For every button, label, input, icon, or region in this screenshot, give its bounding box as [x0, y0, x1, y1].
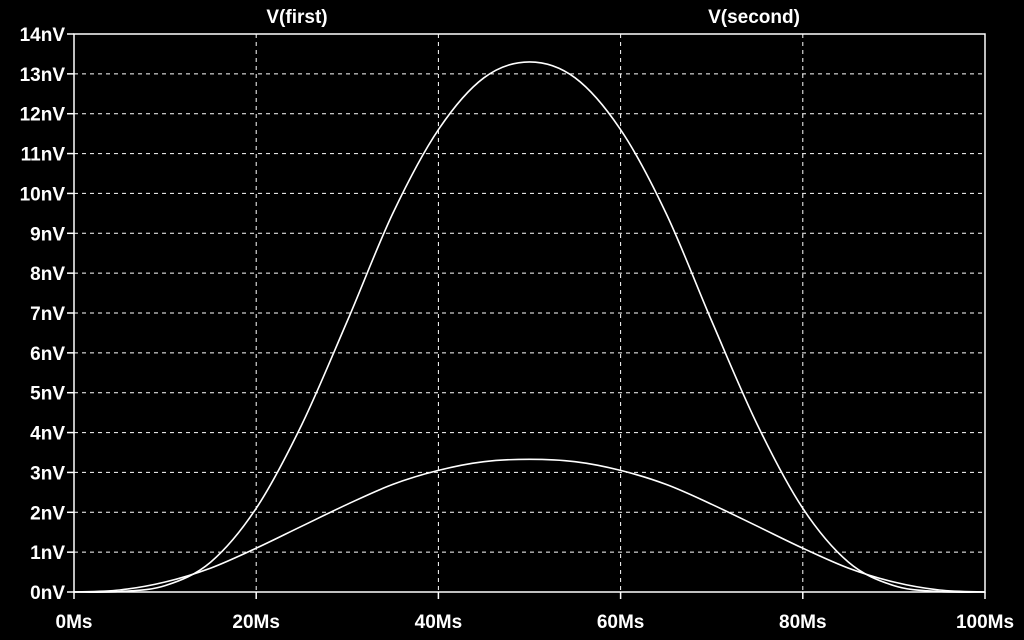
y-tick-label: 5nV	[30, 384, 65, 405]
x-tick-label: 100Ms	[956, 612, 1014, 633]
series-line-2	[73, 458, 986, 593]
x-tick-label: 0Ms	[56, 612, 93, 633]
y-tick-label: 9nV	[30, 224, 65, 245]
x-tick-label: 40Ms	[415, 612, 463, 633]
x-tick-label: 60Ms	[597, 612, 645, 633]
y-tick-label: 8nV	[30, 264, 65, 285]
y-tick-label: 3nV	[30, 463, 65, 484]
y-tick-label: 2nV	[30, 503, 65, 524]
y-tick-label: 11nV	[21, 145, 66, 166]
x-axis-ticks: 0Ms 20Ms 40Ms 60Ms 80Ms 100Ms	[56, 592, 1014, 633]
y-tick-label: 0nV	[30, 583, 65, 604]
grid	[74, 34, 985, 592]
series-line-1	[73, 61, 986, 593]
legend-label-2: V(second)	[708, 7, 800, 28]
y-tick-label: 13nV	[20, 65, 66, 86]
y-axis-ticks: 0nV 1nV 2nV 3nV 4nV 5nV 6nV 7nV 8nV 9nV 10nV 11nV 12…	[20, 25, 74, 604]
y-tick-label: 4nV	[30, 424, 65, 445]
series	[73, 61, 986, 593]
legend: V(first) V(second)	[266, 7, 800, 28]
x-tick-label: 80Ms	[779, 612, 827, 633]
y-tick-label: 12nV	[20, 105, 66, 126]
y-tick-label: 1nV	[30, 543, 65, 564]
x-tick-label: 20Ms	[232, 612, 280, 633]
y-tick-label: 7nV	[30, 304, 65, 325]
y-tick-label: 6nV	[30, 344, 65, 365]
y-tick-label: 10nV	[20, 184, 66, 205]
legend-label-1: V(first)	[266, 7, 327, 28]
y-tick-label: 14nV	[20, 25, 66, 46]
